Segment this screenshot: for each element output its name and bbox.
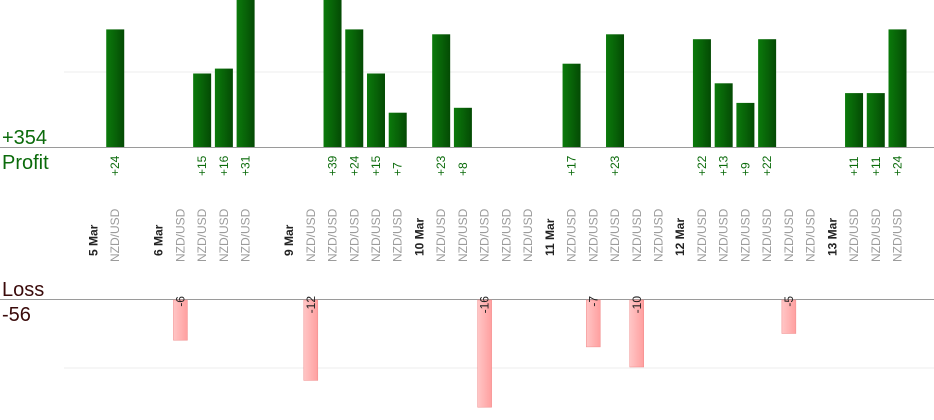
loss-value-label: -10 [630, 296, 644, 314]
date-label: 5 Mar [87, 224, 101, 256]
profit-bar [388, 112, 407, 147]
pair-label: NZD/USD [782, 208, 796, 262]
profit-bar [345, 29, 364, 147]
loss-value-label: -6 [173, 296, 187, 307]
profit-bar [866, 93, 885, 147]
pair-label: NZD/USD [760, 208, 774, 262]
pair-label: NZD/USD [456, 208, 470, 262]
profit-value-label: +24 [891, 155, 905, 176]
pair-label: NZD/USD [804, 208, 818, 262]
profit-value-label: +7 [391, 162, 405, 176]
pair-label: NZD/USD [695, 208, 709, 262]
profit-value-label: +15 [195, 155, 209, 176]
profit-value-label: +11 [847, 156, 861, 176]
labels-group: 5 Mar 6 Mar 9 Mar 10 Mar 11 Mar 12 Mar 13 Mar N… [87, 155, 905, 313]
pair-label: NZD/USD [217, 208, 231, 262]
profit-bar [193, 73, 212, 147]
loss-value-label: -16 [478, 296, 492, 314]
date-label: 10 Mar [412, 218, 426, 256]
profit-value-label: +17 [565, 155, 579, 176]
loss-total-label: -56 [2, 304, 31, 326]
loss-value-label: -12 [304, 296, 318, 314]
pair-label: NZD/USD [391, 208, 405, 262]
profit-bar [888, 29, 907, 147]
loss-bar [629, 299, 644, 368]
loss-bar [303, 299, 319, 381]
date-label: 6 Mar [152, 224, 166, 256]
profit-bar [214, 68, 233, 147]
pair-label: NZD/USD [565, 208, 579, 262]
pair-label: NZD/USD [173, 208, 187, 262]
pair-label: NZD/USD [521, 208, 535, 262]
pair-label: NZD/USD [499, 208, 513, 262]
pair-label: NZD/USD [717, 208, 731, 262]
pair-label: NZD/USD [630, 208, 644, 262]
profit-value-label: +8 [456, 162, 470, 176]
loss-label: Loss [2, 279, 44, 301]
profit-bar [236, 0, 255, 147]
profit-value-label: +23 [434, 155, 448, 176]
date-label: 9 Mar [282, 224, 296, 256]
date-label: 12 Mar [673, 218, 687, 256]
profit-value-label: +15 [369, 155, 383, 176]
pair-label: NZD/USD [478, 208, 492, 262]
pair-label: NZD/USD [108, 208, 122, 262]
profit-bar [845, 93, 864, 147]
pair-label: NZD/USD [326, 208, 340, 262]
profit-value-label: +13 [717, 155, 731, 176]
profit-value-label: +31 [239, 155, 253, 176]
profit-value-label: +16 [217, 155, 231, 176]
pair-label: NZD/USD [195, 208, 209, 262]
loss-bar [781, 299, 797, 334]
loss-bar [173, 299, 188, 341]
profit-bar [606, 34, 625, 147]
profit-bar [366, 73, 385, 147]
profit-bar [714, 83, 733, 147]
profit-bar [106, 29, 125, 147]
profit-value-label: +11 [869, 156, 883, 176]
profit-bar [692, 39, 711, 148]
pair-label: NZD/USD [891, 208, 905, 262]
pair-label: NZD/USD [304, 208, 318, 262]
loss-bar [586, 299, 601, 348]
profit-bar [453, 107, 472, 147]
profit-bar [736, 102, 755, 147]
profit-value-label: +24 [347, 155, 361, 176]
pair-label: NZD/USD [434, 208, 448, 262]
profit-bar [562, 63, 581, 148]
pair-label: NZD/USD [347, 208, 361, 262]
profit-bar [432, 34, 451, 147]
profit-value-label: +24 [108, 155, 122, 176]
profit-value-label: +39 [326, 155, 340, 176]
profit-value-label: +22 [760, 155, 774, 176]
date-label: 11 Mar [543, 218, 557, 256]
pair-label: NZD/USD [369, 208, 383, 262]
profit-value-label: +9 [738, 162, 752, 176]
profit-label: Profit [2, 152, 49, 174]
loss-value-label: -7 [586, 296, 600, 307]
pair-label: NZD/USD [847, 208, 861, 262]
date-label: 13 Mar [825, 218, 839, 256]
profit-bar [323, 0, 342, 147]
bars-group [106, 0, 907, 408]
profit-value-label: +23 [608, 155, 622, 176]
profit-total-label: +354 [2, 127, 47, 149]
loss-bar [477, 299, 492, 408]
profit-value-label: +22 [695, 155, 709, 176]
pair-label: NZD/USD [869, 208, 883, 262]
profit-bar [758, 39, 777, 148]
pair-label: NZD/USD [608, 208, 622, 262]
pair-label: NZD/USD [239, 208, 253, 262]
pair-label: NZD/USD [586, 208, 600, 262]
pair-label: NZD/USD [651, 208, 665, 262]
loss-value-label: -5 [782, 296, 796, 307]
pair-label: NZD/USD [738, 208, 752, 262]
